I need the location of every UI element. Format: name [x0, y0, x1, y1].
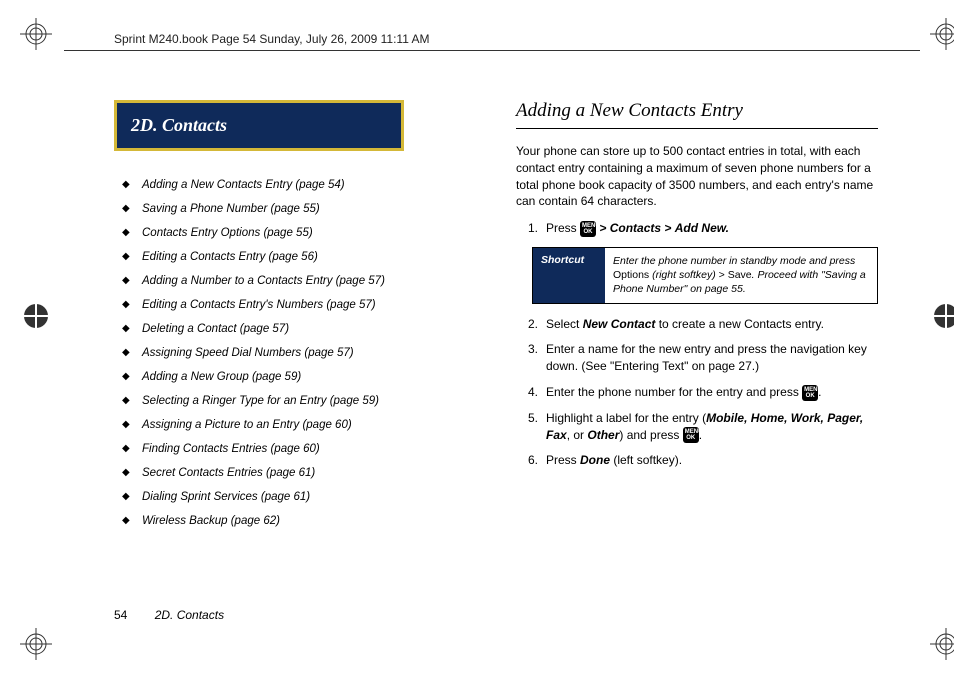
footer-section: 2D. Contacts	[155, 608, 224, 622]
toc-item: ◆Adding a New Group (page 59)	[122, 371, 476, 383]
section-heading: Adding a New Contacts Entry	[516, 100, 878, 122]
toc-item: ◆Contacts Entry Options (page 55)	[122, 227, 476, 239]
toc-item: ◆Secret Contacts Entries (page 61)	[122, 467, 476, 479]
menu-ok-icon: MENUOK	[683, 427, 699, 443]
table-of-contents: ◆Adding a New Contacts Entry (page 54) ◆…	[114, 179, 476, 527]
toc-item: ◆Deleting a Contact (page 57)	[122, 323, 476, 335]
menu-ok-icon: MENUOK	[802, 385, 818, 401]
toc-item: ◆Assigning a Picture to an Entry (page 6…	[122, 419, 476, 431]
shortcut-label: Shortcut	[533, 248, 605, 303]
page-footer: 54 2D. Contacts	[114, 608, 224, 622]
registration-mark-icon	[930, 628, 954, 660]
registration-mark-icon	[20, 628, 52, 660]
menu-ok-icon: MENUOK	[580, 221, 596, 237]
toc-item: ◆Dialing Sprint Services (page 61)	[122, 491, 476, 503]
registration-mark-icon	[20, 18, 52, 50]
step-item: 3. Enter a name for the new entry and pr…	[528, 341, 878, 375]
section-banner-title: 2D. Contacts	[131, 115, 227, 135]
toc-item: ◆Editing a Contacts Entry's Numbers (pag…	[122, 299, 476, 311]
step-item: 5. Highlight a label for the entry (Mobi…	[528, 410, 878, 444]
step-item: 6. Press Done (left softkey).	[528, 452, 878, 469]
page-number: 54	[114, 608, 127, 622]
registration-mark-icon	[930, 300, 954, 332]
toc-item: ◆Adding a New Contacts Entry (page 54)	[122, 179, 476, 191]
heading-rule	[516, 128, 878, 129]
step-item: 4. Enter the phone number for the entry …	[528, 384, 878, 401]
registration-mark-icon	[930, 18, 954, 50]
toc-item: ◆Selecting a Ringer Type for an Entry (p…	[122, 395, 476, 407]
shortcut-callout: Shortcut Enter the phone number in stand…	[532, 247, 878, 304]
intro-paragraph: Your phone can store up to 500 contact e…	[516, 143, 878, 210]
section-banner: 2D. Contacts	[114, 100, 404, 151]
toc-item: ◆Wireless Backup (page 62)	[122, 515, 476, 527]
frame-header: Sprint M240.book Page 54 Sunday, July 26…	[114, 32, 430, 46]
step-item: 2. Select New Contact to create a new Co…	[528, 316, 878, 333]
toc-item: ◆Saving a Phone Number (page 55)	[122, 203, 476, 215]
shortcut-body: Enter the phone number in standby mode a…	[605, 248, 877, 303]
toc-item: ◆Adding a Number to a Contacts Entry (pa…	[122, 275, 476, 287]
toc-item: ◆Editing a Contacts Entry (page 56)	[122, 251, 476, 263]
registration-mark-icon	[20, 300, 52, 332]
step-item: 1. Press MENUOK > Contacts > Add New.	[528, 220, 878, 237]
toc-item: ◆Finding Contacts Entries (page 60)	[122, 443, 476, 455]
toc-item: ◆Assigning Speed Dial Numbers (page 57)	[122, 347, 476, 359]
